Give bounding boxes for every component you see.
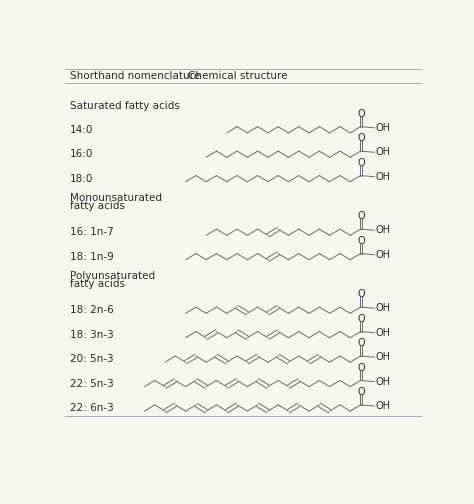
Text: O: O [357,133,365,143]
Text: O: O [357,109,365,119]
Text: OH: OH [375,401,391,411]
Text: 18: 1n-9: 18: 1n-9 [70,251,113,262]
Text: 22: 5n-3: 22: 5n-3 [70,379,113,389]
Text: Shorthand nomenclature: Shorthand nomenclature [70,71,200,81]
Text: 14:0: 14:0 [70,125,93,135]
Text: 22: 6n-3: 22: 6n-3 [70,403,113,413]
Text: fatty acids: fatty acids [70,202,125,211]
Text: Monounsaturated: Monounsaturated [70,193,162,203]
Text: 20: 5n-3: 20: 5n-3 [70,354,113,364]
Text: 18: 2n-6: 18: 2n-6 [70,305,113,315]
Text: OH: OH [375,123,391,133]
Text: OH: OH [375,328,391,338]
Text: OH: OH [375,225,391,235]
Text: O: O [357,338,365,348]
Text: Polyunsaturated: Polyunsaturated [70,271,155,281]
Text: O: O [357,363,365,372]
Text: O: O [357,314,365,324]
Text: OH: OH [375,303,391,313]
Text: O: O [357,236,365,246]
Text: 16: 1n-7: 16: 1n-7 [70,227,113,237]
Text: O: O [357,211,365,221]
Text: fatty acids: fatty acids [70,279,125,289]
Text: OH: OH [375,147,391,157]
Text: OH: OH [375,172,391,182]
Text: 16:0: 16:0 [70,149,93,159]
Text: O: O [357,387,365,397]
Text: 18: 3n-3: 18: 3n-3 [70,330,113,340]
Text: OH: OH [375,352,391,362]
Text: O: O [357,158,365,168]
Text: Chemical structure: Chemical structure [188,71,287,81]
Text: 18:0: 18:0 [70,174,93,183]
Text: Saturated fatty acids: Saturated fatty acids [70,101,180,111]
Text: OH: OH [375,249,391,260]
Text: O: O [357,289,365,299]
Text: OH: OH [375,376,391,387]
